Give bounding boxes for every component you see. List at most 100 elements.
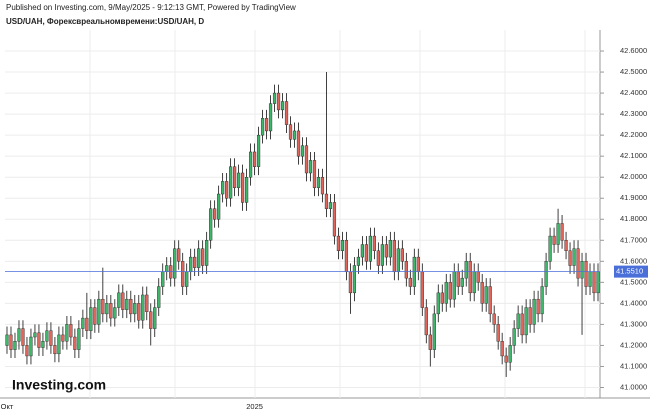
candle-body — [404, 261, 408, 279]
candle-body — [364, 244, 368, 262]
y-tick-label: 42.3000 — [620, 109, 647, 118]
y-tick-label: 42.1000 — [620, 151, 647, 160]
logo: Investing.com — [12, 377, 106, 393]
candle-body — [460, 277, 464, 287]
candle-body — [596, 271, 600, 294]
candle-body — [400, 248, 404, 262]
candle-body — [61, 334, 65, 342]
candle-body — [288, 124, 293, 140]
candle-body — [564, 240, 568, 252]
candle-body — [552, 235, 556, 245]
candle-body — [45, 330, 49, 342]
candle-body — [292, 130, 297, 140]
candle-body — [472, 271, 476, 294]
candle-body — [524, 307, 528, 336]
candle-body — [21, 328, 25, 346]
candle-body — [496, 324, 500, 342]
candle-body — [544, 261, 548, 287]
candle-body — [492, 313, 496, 325]
candle-body — [233, 166, 237, 188]
candle-body — [181, 261, 185, 287]
y-tick-label: 41.8000 — [620, 214, 647, 223]
candle-body — [65, 324, 69, 342]
candle-body — [480, 282, 484, 304]
candle-body — [432, 313, 436, 350]
candle-body — [173, 248, 177, 279]
candle-body — [264, 118, 269, 132]
candle-body — [93, 307, 97, 325]
candle-body — [125, 298, 129, 310]
candle-body — [209, 208, 213, 241]
candle-body — [336, 235, 341, 252]
candle-body — [308, 160, 313, 174]
candle-body — [81, 317, 85, 329]
candle-body — [408, 277, 412, 287]
candle-body — [53, 345, 57, 355]
candle-body — [177, 248, 181, 262]
candle-body — [165, 265, 169, 273]
candle-body — [109, 303, 113, 319]
candle-body — [296, 130, 301, 157]
candle-body — [444, 282, 448, 304]
candle-body — [592, 271, 596, 294]
candle-body — [332, 202, 337, 237]
candle-body — [77, 328, 81, 350]
candle-body — [157, 286, 161, 308]
candle-body — [37, 332, 41, 348]
candle-body — [153, 307, 157, 329]
candle-body — [568, 250, 572, 266]
candle-body — [97, 298, 101, 325]
candle-body — [532, 298, 536, 325]
candle-body — [580, 261, 584, 279]
candle-body — [436, 292, 440, 315]
candle-body — [197, 248, 201, 268]
candle-body — [324, 193, 329, 209]
candle-body — [117, 292, 121, 308]
candle-body — [272, 92, 277, 104]
candle-body — [476, 271, 480, 283]
candle-body — [101, 298, 105, 315]
candle-body — [556, 223, 560, 245]
candle-body — [5, 334, 9, 346]
candle-body — [396, 248, 400, 273]
candle-body — [392, 240, 396, 273]
symbol-title: USD/UAH, Форексвреальномвремени:USD/UAH,… — [6, 17, 204, 26]
candle-body — [276, 92, 281, 111]
candle-body — [121, 292, 125, 310]
candle-body — [13, 341, 17, 350]
candle-body — [149, 311, 153, 329]
candle-body — [260, 118, 265, 136]
candle-body — [548, 235, 552, 262]
candle-body — [528, 307, 532, 325]
candle-body — [508, 345, 512, 363]
candle-body — [57, 334, 61, 355]
x-tick-label: 2025 — [246, 402, 263, 411]
y-tick-label: 41.6000 — [620, 256, 647, 265]
candle-body — [229, 166, 233, 199]
candle-body — [328, 202, 333, 209]
candle-body — [25, 345, 29, 357]
y-tick-label: 42.6000 — [620, 46, 647, 55]
candle-body — [576, 248, 580, 279]
candle-body — [452, 271, 456, 300]
y-tick-label: 41.1000 — [620, 361, 647, 370]
candle-body — [560, 223, 564, 241]
candle-body — [201, 248, 205, 266]
candle-body — [588, 271, 592, 287]
candle-body — [133, 303, 137, 315]
candle-body — [256, 134, 261, 167]
candle-body — [105, 303, 109, 315]
y-tick-label: 41.0000 — [620, 382, 647, 391]
candle-body — [241, 172, 245, 203]
candle-body — [213, 208, 217, 220]
candle-body — [145, 294, 149, 312]
candle-body — [428, 334, 432, 350]
candle-body — [300, 145, 305, 157]
candle-body — [464, 261, 468, 279]
candle-body — [520, 313, 524, 336]
candle-body — [252, 151, 257, 167]
x-tick-label: Окт — [1, 402, 14, 411]
candle-body — [221, 181, 225, 195]
candle-body — [248, 151, 253, 178]
